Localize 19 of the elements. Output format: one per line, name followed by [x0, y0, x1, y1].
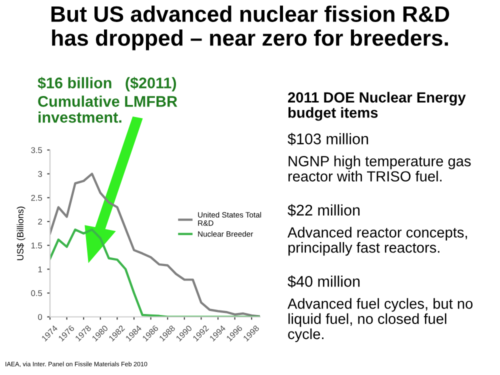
y-tick-label: 0 — [38, 314, 42, 320]
chart-title: But US advanced nuclear fission R&D has dropped – near zero for breeders. — [51, 6, 450, 50]
y-tick-label: 3 — [38, 171, 42, 177]
text: $16 billion ($2011) — [38, 76, 176, 92]
text: Advanced reactor concepts, principally fast reactors. — [288, 226, 467, 256]
y-tick-label: 3.5 — [31, 147, 42, 154]
text: Advanced fuel cycles, but no liquid fuel, no closed fuel cycle. — [288, 298, 473, 342]
y-axis-title: US$ (Billions) — [16, 206, 26, 260]
y-tick-label: 1 — [38, 266, 42, 272]
y-tick-label: 2 — [38, 218, 42, 225]
y-tick-label: 1.5 — [31, 242, 42, 248]
text: NGNP high temperature gas reactor with TRISO fuel. — [288, 156, 471, 182]
text: 2011 DOE Nuclear Energy budget items — [288, 92, 466, 121]
text: $40 million — [288, 275, 360, 288]
text: Cumulative LMFBR investment. — [38, 96, 178, 123]
y-tick-label: 2.5 — [31, 194, 42, 201]
y-tick-label: 0.5 — [31, 290, 42, 296]
text: $103 million — [288, 132, 368, 146]
text: $22 million — [288, 204, 360, 217]
